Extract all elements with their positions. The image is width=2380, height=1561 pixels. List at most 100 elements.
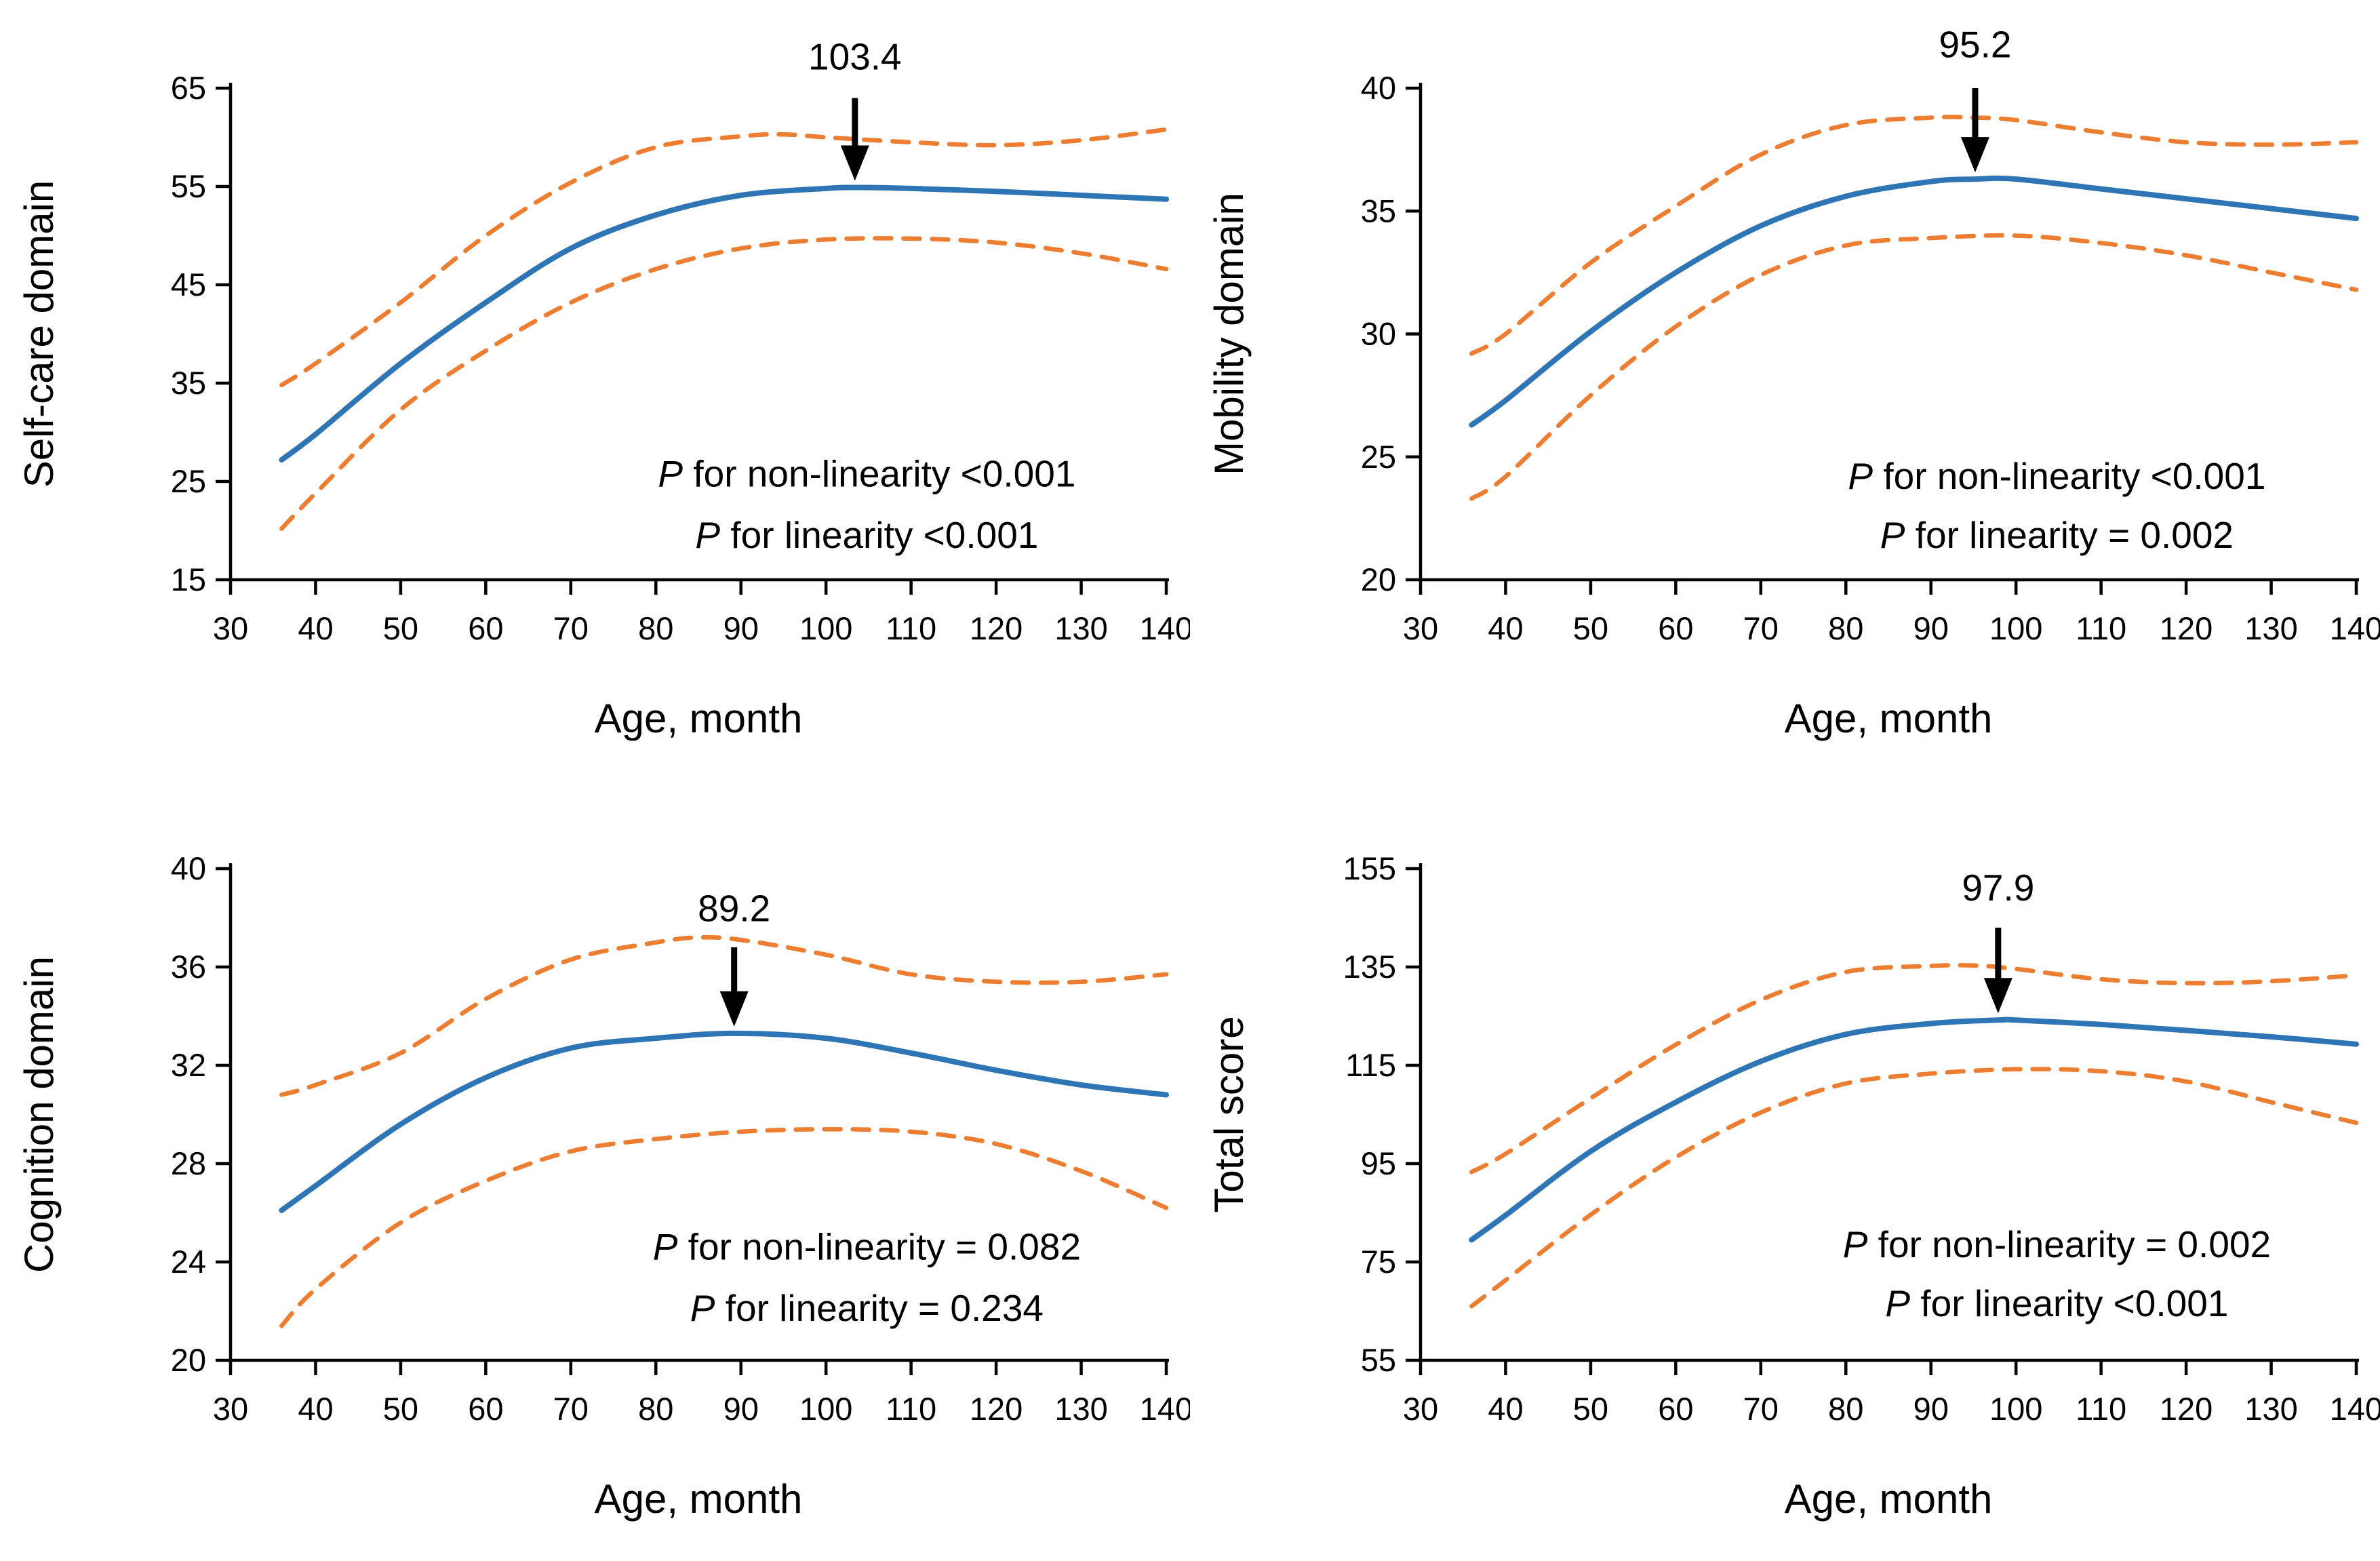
x-tick-label: 120: [2160, 610, 2213, 646]
x-tick-label: 40: [298, 1391, 333, 1427]
p-value-line1: P for non-linearity <0.001: [1848, 455, 2265, 497]
y-tick-label: 28: [171, 1145, 206, 1181]
x-tick-label: 70: [1743, 610, 1779, 646]
series-upper-95ci-line: [1469, 115, 2359, 356]
y-axis-title: Mobility domain: [1206, 193, 1252, 475]
series-upper-95ci-line: [279, 934, 1169, 1097]
x-tick-label: 30: [1403, 610, 1438, 646]
x-tick-label: 80: [1828, 610, 1863, 646]
y-tick-label: 45: [171, 266, 206, 302]
series-mean-line: [1469, 175, 2359, 428]
x-axis-title: Age, month: [595, 696, 803, 741]
peak-arrow-head: [719, 991, 749, 1027]
x-tick-label: 100: [799, 1391, 852, 1427]
x-tick-label: 110: [2076, 1391, 2126, 1427]
series-upper-95ci-line: [1469, 963, 2359, 1174]
peak-arrow-head: [840, 145, 869, 181]
p-value-line1: P for non-linearity = 0.002: [1843, 1223, 2271, 1265]
series-lower-95ci-line: [1469, 233, 2359, 501]
peak-value-label: 89.2: [698, 888, 770, 930]
series-mean-line: [1469, 1016, 2359, 1243]
x-tick-label: 100: [1989, 1391, 2042, 1427]
x-tick-label: 40: [298, 610, 333, 646]
peak-arrow-head: [1983, 978, 2012, 1014]
x-tick-label: 100: [1989, 610, 2042, 646]
x-tick-label: 80: [638, 1391, 673, 1427]
y-tick-label: 20: [1361, 561, 1396, 597]
p-value-line2: P for linearity = 0.002: [1880, 514, 2234, 556]
x-tick-label: 30: [213, 1391, 248, 1427]
p-value-line2: P for linearity = 0.234: [690, 1287, 1044, 1329]
y-tick-label: 15: [171, 561, 206, 597]
y-tick-label: 95: [1361, 1145, 1396, 1181]
x-tick-label: 90: [723, 610, 759, 646]
x-tick-label: 60: [1658, 1391, 1693, 1427]
x-tick-label: 30: [213, 610, 248, 646]
x-tick-label: 120: [970, 1391, 1023, 1427]
y-tick-label: 75: [1361, 1244, 1396, 1280]
x-tick-label: 80: [638, 610, 673, 646]
x-axis-title: Age, month: [1785, 1476, 1993, 1522]
y-tick-label: 25: [171, 463, 206, 499]
y-tick-label: 24: [171, 1244, 206, 1280]
x-tick-label: 50: [1573, 610, 1608, 646]
x-tick-label: 70: [553, 1391, 589, 1427]
peak-value-label: 97.9: [1962, 867, 2034, 909]
peak-value-label: 95.2: [1939, 23, 2011, 65]
x-tick-label: 120: [970, 610, 1023, 646]
series-upper-95ci-line: [279, 127, 1169, 388]
x-tick-label: 120: [2160, 1391, 2213, 1427]
y-tick-label: 35: [171, 365, 206, 401]
x-tick-label: 90: [1913, 1391, 1949, 1427]
peak-value-label: 103.4: [808, 36, 902, 78]
chart-panel-cognition-domain: 20 24 28 32 36 40 30 40 50 60 70 80 90 100 110 120 130 14…: [0, 780, 1190, 1561]
y-tick-label: 20: [171, 1342, 206, 1378]
chart-panel-total-score: 55 75 95 115 135 155 30 40 50 60 70 80 90 100 110 120 13…: [1190, 780, 2380, 1561]
x-tick-label: 110: [886, 1391, 936, 1427]
x-tick-label: 130: [2244, 1391, 2297, 1427]
peak-arrow-head: [1960, 137, 1989, 173]
series-mean-line: [279, 1030, 1169, 1213]
x-tick-label: 40: [1488, 610, 1523, 646]
x-tick-label: 50: [383, 610, 418, 646]
y-tick-label: 155: [1343, 850, 1396, 886]
p-value-line2: P for linearity <0.001: [695, 514, 1038, 556]
y-tick-label: 115: [1345, 1047, 1396, 1083]
y-axis-title: Total score: [1206, 1016, 1252, 1212]
x-tick-label: 140: [2330, 610, 2380, 646]
x-tick-label: 140: [2330, 1391, 2380, 1427]
y-tick-label: 25: [1361, 439, 1396, 475]
x-tick-label: 60: [468, 610, 503, 646]
series-lower-95ci-line: [1469, 1067, 2359, 1309]
x-tick-label: 130: [1054, 610, 1107, 646]
p-value-line2: P for linearity <0.001: [1885, 1282, 2228, 1324]
series-mean-line: [279, 184, 1169, 463]
x-tick-label: 140: [1140, 1391, 1190, 1427]
x-tick-label: 60: [468, 1391, 503, 1427]
x-axis-title: Age, month: [595, 1476, 803, 1522]
y-tick-label: 135: [1343, 949, 1396, 985]
x-tick-label: 140: [1140, 610, 1190, 646]
y-axis-title: Cognition domain: [16, 956, 62, 1273]
y-tick-label: 35: [1361, 193, 1396, 229]
x-tick-label: 60: [1658, 610, 1693, 646]
y-tick-label: 55: [1361, 1342, 1396, 1378]
y-axis-title: Self-care domain: [16, 180, 62, 488]
x-tick-label: 50: [383, 1391, 418, 1427]
p-value-line1: P for non-linearity <0.001: [658, 452, 1075, 494]
x-tick-label: 90: [1913, 610, 1949, 646]
chart-panel-mobility-domain: 20 25 30 35 40 30 40 50 60 70 80 90 100 110 120 130 140 9…: [1190, 0, 2380, 780]
y-tick-label: 65: [171, 70, 206, 106]
x-tick-label: 110: [2076, 610, 2126, 646]
x-tick-label: 130: [1054, 1391, 1107, 1427]
series-lower-95ci-line: [279, 236, 1169, 531]
series-lower-95ci-line: [279, 1127, 1169, 1328]
y-tick-label: 30: [1361, 316, 1396, 352]
x-tick-label: 90: [723, 1391, 759, 1427]
y-tick-label: 36: [171, 949, 206, 985]
y-tick-label: 40: [1361, 70, 1396, 106]
x-tick-label: 70: [553, 610, 589, 646]
x-tick-label: 40: [1488, 1391, 1523, 1427]
